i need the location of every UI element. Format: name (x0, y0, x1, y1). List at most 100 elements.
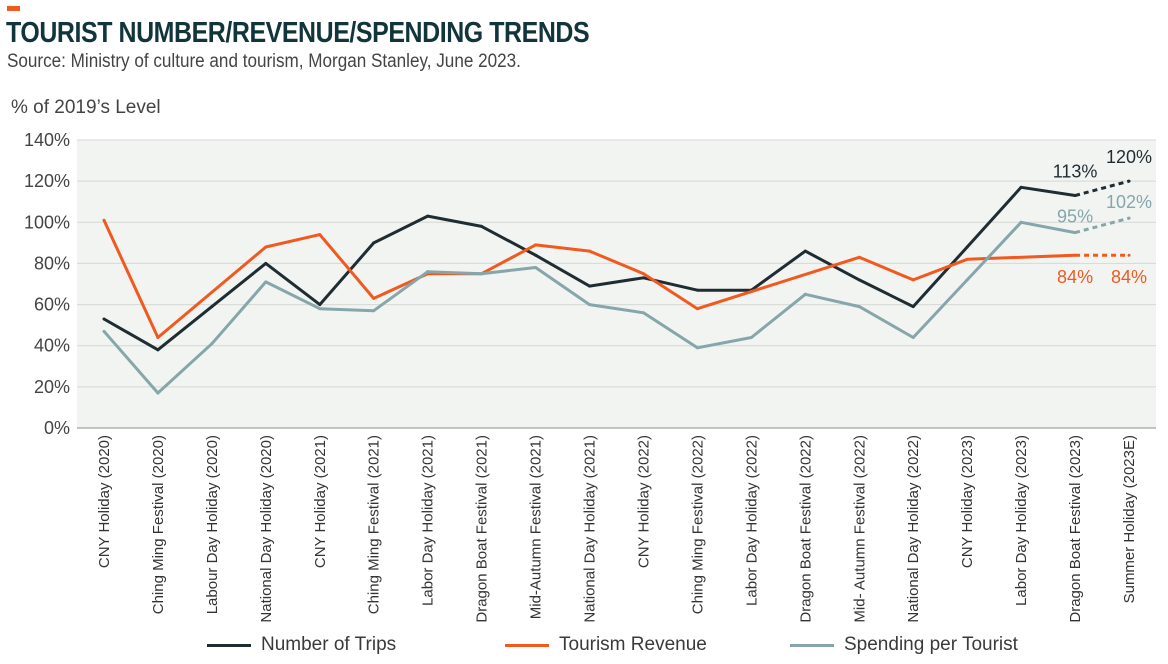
x-tick-label-ching-ming-festival-2022: Ching Ming Festival (2022) (689, 435, 706, 614)
data-point-number-of-trips-17 (1019, 185, 1023, 189)
data-point-tourism-revenue-9 (588, 249, 592, 253)
data-point-spending-per-tourist-6 (426, 270, 430, 274)
data-point-number-of-trips-19 (1127, 179, 1131, 183)
data-point-number-of-trips-18 (1073, 194, 1077, 198)
data-point-tourism-revenue-10 (641, 272, 645, 276)
data-point-tourism-revenue-0 (102, 218, 106, 222)
data-point-number-of-trips-7 (480, 224, 484, 228)
x-tick-label-dragon-boat-festival-2022: Dragon Boat Festival (2022) (797, 435, 814, 623)
legend-label-spending-per-tourist: Spending per Tourist (844, 634, 1018, 655)
data-point-number-of-trips-9 (588, 284, 592, 288)
x-tick-label-summer-holiday-2023e: Summer Holiday (2023E) (1121, 435, 1138, 603)
data-point-tourism-revenue-14 (857, 255, 861, 259)
data-point-spending-per-tourist-8 (534, 266, 538, 270)
data-point-spending-per-tourist-1 (156, 391, 160, 395)
title-accent-bar (7, 6, 20, 11)
data-point-spending-per-tourist-16 (965, 278, 969, 282)
x-tick-label-cny-holiday-2023: CNY Holiday (2023) (959, 435, 976, 568)
data-point-spending-per-tourist-4 (318, 307, 322, 311)
chart-legend: Number of Trips Tourism Revenue Spending… (0, 630, 1168, 664)
x-tick-label-ching-ming-festival-2020: Ching Ming Festival (2020) (150, 435, 167, 614)
data-point-spending-per-tourist-0 (102, 329, 106, 333)
legend-label-tourism-revenue: Tourism Revenue (559, 634, 707, 655)
x-tick-label-cny-holiday-2020: CNY Holiday (2020) (96, 435, 113, 568)
data-point-spending-per-tourist-19 (1127, 216, 1131, 220)
data-point-number-of-trips-5 (372, 241, 376, 245)
data-point-tourism-revenue-16 (965, 257, 969, 261)
y-tick-label-0: 0% (44, 418, 70, 438)
data-point-spending-per-tourist-9 (588, 303, 592, 307)
series-projection-number-of-trips (1074, 179, 1130, 197)
data-point-number-of-trips-16 (965, 245, 969, 249)
x-tick-label-labor-day-holiday-2022: Labor Day Holiday (2022) (743, 435, 760, 606)
y-tick-label-20: 20% (34, 377, 70, 397)
series-projection-spending-per-tourist (1074, 216, 1130, 235)
data-label-number-of-trips-19: 120% (1106, 147, 1152, 167)
chart-subtitle: Source: Ministry of culture and tourism,… (7, 51, 521, 72)
x-tick-label-mid-autumn-festival-2022: Mid- Autumn Festival (2022) (851, 435, 868, 623)
legend-label-number-of-trips: Number of Trips (261, 634, 397, 655)
data-point-tourism-revenue-1 (156, 335, 160, 339)
data-point-tourism-revenue-4 (318, 233, 322, 237)
data-label-number-of-trips-18: 113% (1053, 162, 1098, 182)
data-point-tourism-revenue-19 (1127, 253, 1131, 257)
y-tick-label-40: 40% (34, 336, 70, 356)
data-label-spending-per-tourist-19: 102% (1106, 192, 1152, 212)
x-tick-label-national-day-holiday-2022: National Day Holiday (2022) (905, 435, 922, 623)
data-point-tourism-revenue-5 (372, 296, 376, 300)
data-point-spending-per-tourist-2 (210, 342, 214, 346)
x-tick-label-national-day-holiday-2021: National Day Holiday (2021) (582, 435, 599, 623)
data-point-number-of-trips-6 (426, 214, 430, 218)
y-tick-label-100: 100% (24, 212, 70, 232)
data-point-spending-per-tourist-13 (803, 292, 807, 296)
data-point-tourism-revenue-18 (1073, 253, 1077, 257)
data-point-number-of-trips-8 (534, 253, 538, 257)
legend-item-tourism-revenue: Tourism Revenue (505, 630, 707, 660)
plot-area (77, 140, 1156, 428)
data-point-spending-per-tourist-17 (1019, 220, 1023, 224)
data-label-spending-per-tourist-18: 95% (1057, 207, 1093, 227)
legend-swatch-tourism-revenue (505, 643, 549, 647)
data-point-spending-per-tourist-15 (911, 335, 915, 339)
data-point-tourism-revenue-8 (534, 243, 538, 247)
data-point-spending-per-tourist-5 (372, 309, 376, 313)
data-point-number-of-trips-4 (318, 303, 322, 307)
data-point-number-of-trips-0 (102, 317, 106, 321)
y-tick-label-120: 120% (24, 171, 70, 191)
x-tick-label-labor-day-holiday-2021: Labor Day Holiday (2021) (420, 435, 437, 606)
legend-item-number-of-trips: Number of Trips (207, 630, 396, 660)
data-point-number-of-trips-1 (156, 348, 160, 352)
x-tick-label-ching-ming-festival-2021: Ching Ming Festival (2021) (366, 435, 383, 614)
data-point-tourism-revenue-11 (695, 307, 699, 311)
data-point-number-of-trips-3 (264, 261, 268, 265)
data-point-spending-per-tourist-10 (641, 311, 645, 315)
x-tick-label-national-day-holiday-2020: National Day Holiday (2020) (258, 435, 275, 623)
y-tick-label-60: 60% (34, 295, 70, 315)
data-point-tourism-revenue-15 (911, 278, 915, 282)
data-point-spending-per-tourist-3 (264, 280, 268, 284)
x-tick-label-labor-day-holiday-2023: Labor Day Holiday (2023) (1013, 435, 1030, 606)
data-point-number-of-trips-15 (911, 305, 915, 309)
line-chart: 0% 20% 40% 60% 80% 100% 120% 140% CNY Holiday (2… (24, 130, 1156, 623)
y-axis-label: % of 2019’s Level (11, 97, 161, 118)
data-point-number-of-trips-14 (857, 278, 861, 282)
chart-title: TOURIST NUMBER/REVENUE/SPENDING TRENDS (6, 17, 590, 49)
x-tick-label-labour-day-holiday-2020: Labour Day Holiday (2020) (204, 435, 221, 614)
legend-swatch-number-of-trips (207, 643, 251, 647)
data-label-tourism-revenue-18: 84% (1057, 267, 1093, 287)
data-point-spending-per-tourist-7 (480, 272, 484, 276)
x-tick-label-cny-holiday-2021: CNY Holiday (2021) (312, 435, 329, 568)
y-tick-label-140: 140% (24, 130, 70, 150)
data-point-tourism-revenue-3 (264, 245, 268, 249)
data-label-tourism-revenue-19: 84% (1111, 267, 1147, 287)
data-point-spending-per-tourist-11 (695, 346, 699, 350)
data-point-spending-per-tourist-12 (749, 335, 753, 339)
x-tick-label-mid-autumn-festival-2021: Mid-Autumn Festival (2021) (528, 435, 545, 619)
data-point-spending-per-tourist-18 (1073, 231, 1077, 235)
data-point-number-of-trips-11 (695, 288, 699, 292)
legend-swatch-spending-per-tourist (790, 643, 834, 647)
legend-item-spending-per-tourist: Spending per Tourist (790, 630, 1018, 660)
data-point-number-of-trips-2 (210, 305, 214, 309)
x-tick-label-cny-holiday-2022: CNY Holiday (2022) (636, 435, 653, 568)
x-tick-label-dragon-boat-festival-2023: Dragon Boat Festival (2023) (1067, 435, 1084, 623)
